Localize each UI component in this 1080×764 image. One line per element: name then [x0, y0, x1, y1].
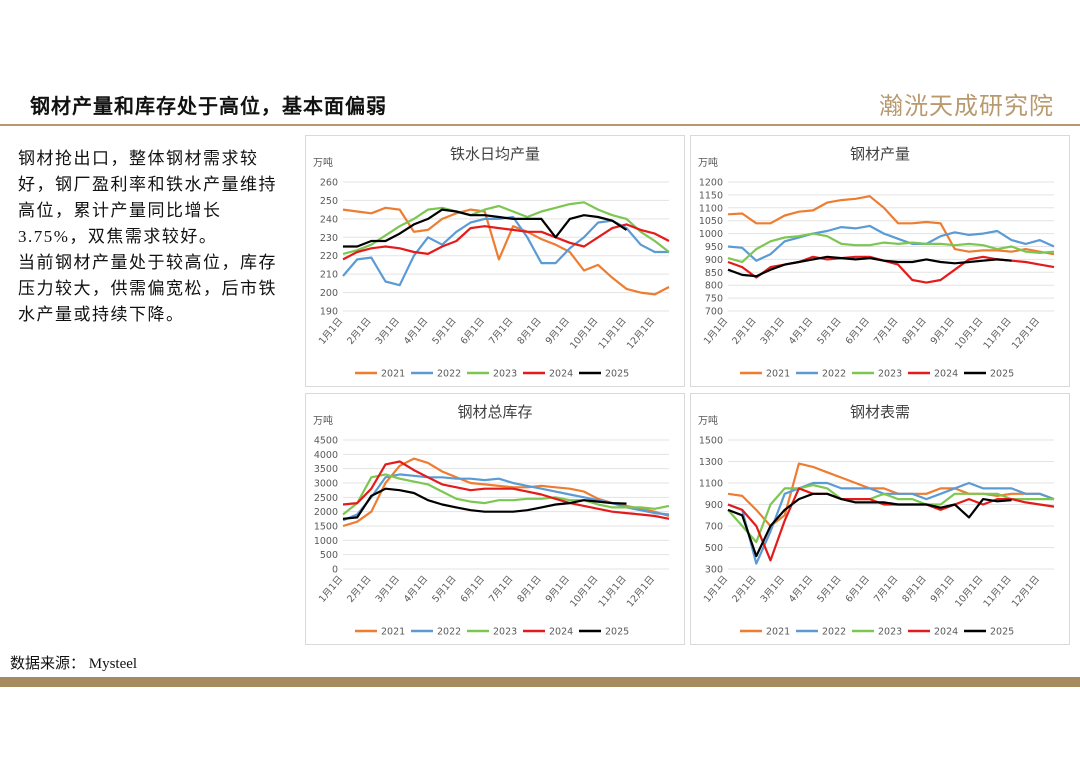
y-axis-label: 万吨 [313, 156, 333, 169]
legend-label: 2025 [605, 369, 629, 380]
y-tick-label: 800 [705, 281, 723, 292]
legend-label: 2021 [381, 627, 405, 638]
y-tick-label: 220 [320, 251, 338, 262]
source-note: 数据来源： Mysteel [10, 656, 138, 672]
y-tick-label: 850 [705, 268, 723, 279]
series-line [727, 481, 1055, 565]
series-line [727, 224, 1055, 262]
chart-title: 钢材总库存 [457, 403, 532, 421]
legend-label: 2024 [934, 627, 958, 638]
y-tick-label: 2500 [314, 493, 338, 504]
body-text: 钢材抢出口，整体钢材需求较好，钢厂盈利率和铁水产量维持高位，累计产量同比增长3.… [18, 146, 290, 328]
legend-label: 2023 [493, 627, 517, 638]
legend-label: 2024 [549, 369, 573, 380]
y-tick-label: 260 [320, 178, 338, 189]
y-tick-label: 3000 [314, 479, 338, 490]
y-tick-label: 3500 [314, 464, 338, 475]
logo: 瀚洸天成研究院 [879, 94, 1054, 120]
y-tick-label: 950 [705, 242, 723, 253]
y-tick-label: 500 [705, 543, 723, 554]
series-line [342, 460, 670, 520]
y-tick-label: 900 [705, 500, 723, 511]
y-tick-label: 1300 [699, 457, 723, 468]
series-line [727, 255, 1012, 278]
series-line [727, 195, 1055, 256]
legend-label: 2023 [878, 369, 902, 380]
y-tick-label: 2000 [314, 507, 338, 518]
y-tick-label: 190 [320, 307, 338, 318]
y-tick-label: 4000 [314, 450, 338, 461]
legend-label: 2022 [437, 369, 461, 380]
y-tick-label: 700 [705, 522, 723, 533]
y-tick-label: 210 [320, 270, 338, 281]
y-tick-label: 1000 [314, 536, 338, 547]
header-rule [0, 124, 1080, 126]
legend-label: 2025 [990, 627, 1014, 638]
y-tick-label: 1500 [699, 436, 723, 447]
y-axis-label: 万吨 [313, 414, 333, 427]
chart-panel [305, 135, 685, 387]
y-tick-label: 700 [705, 307, 723, 318]
y-axis-label: 万吨 [698, 156, 718, 169]
legend-label: 2024 [549, 627, 573, 638]
series-line [342, 223, 670, 261]
footer-bar [0, 677, 1080, 687]
legend-label: 2023 [878, 627, 902, 638]
y-tick-label: 1500 [314, 522, 338, 533]
y-tick-label: 500 [320, 550, 338, 561]
legend-label: 2021 [381, 369, 405, 380]
series-line [727, 492, 1012, 558]
y-tick-label: 240 [320, 214, 338, 225]
y-tick-label: 250 [320, 196, 338, 207]
y-tick-label: 0 [332, 565, 338, 576]
chart-panel [690, 393, 1070, 645]
series-line [727, 232, 1055, 264]
legend-label: 2025 [605, 627, 629, 638]
slide-title: 钢材产量和库存处于高位，基本面偏弱 [30, 96, 387, 118]
chart-title: 钢材产量 [850, 145, 910, 163]
paragraph: 当前钢材产量处于较高位，库存压力较大，供需偏宽松，后市铁水产量或持续下降。 [18, 253, 277, 324]
series-line [727, 484, 1054, 544]
legend-label: 2022 [822, 369, 846, 380]
y-tick-label: 1100 [699, 203, 723, 214]
y-tick-label: 1000 [699, 229, 723, 240]
y-tick-label: 1200 [699, 178, 723, 189]
series-line [343, 208, 628, 248]
y-tick-label: 750 [705, 294, 723, 305]
y-tick-label: 1050 [699, 216, 723, 227]
legend-label: 2022 [822, 627, 846, 638]
y-tick-label: 900 [705, 255, 723, 266]
legend-label: 2025 [990, 369, 1014, 380]
chart-panel [305, 393, 685, 645]
paragraph: 钢材抢出口，整体钢材需求较好，钢厂盈利率和铁水产量维持高位，累计产量同比增长3.… [18, 149, 277, 246]
series-line [342, 201, 670, 255]
y-tick-label: 1150 [699, 190, 723, 201]
y-tick-label: 1100 [699, 479, 723, 490]
y-axis-label: 万吨 [698, 414, 718, 427]
legend-label: 2023 [493, 369, 517, 380]
legend-label: 2021 [766, 369, 790, 380]
series-line [342, 487, 627, 520]
y-tick-label: 230 [320, 233, 338, 244]
legend-label: 2024 [934, 369, 958, 380]
chart-title: 铁水日均产量 [450, 145, 540, 163]
y-tick-label: 300 [705, 565, 723, 576]
y-tick-label: 200 [320, 288, 338, 299]
legend-label: 2021 [766, 627, 790, 638]
series-line [342, 206, 670, 296]
legend-label: 2022 [437, 627, 461, 638]
y-tick-label: 4500 [314, 436, 338, 447]
chart-title: 钢材表需 [850, 403, 910, 421]
series-line [342, 473, 670, 516]
